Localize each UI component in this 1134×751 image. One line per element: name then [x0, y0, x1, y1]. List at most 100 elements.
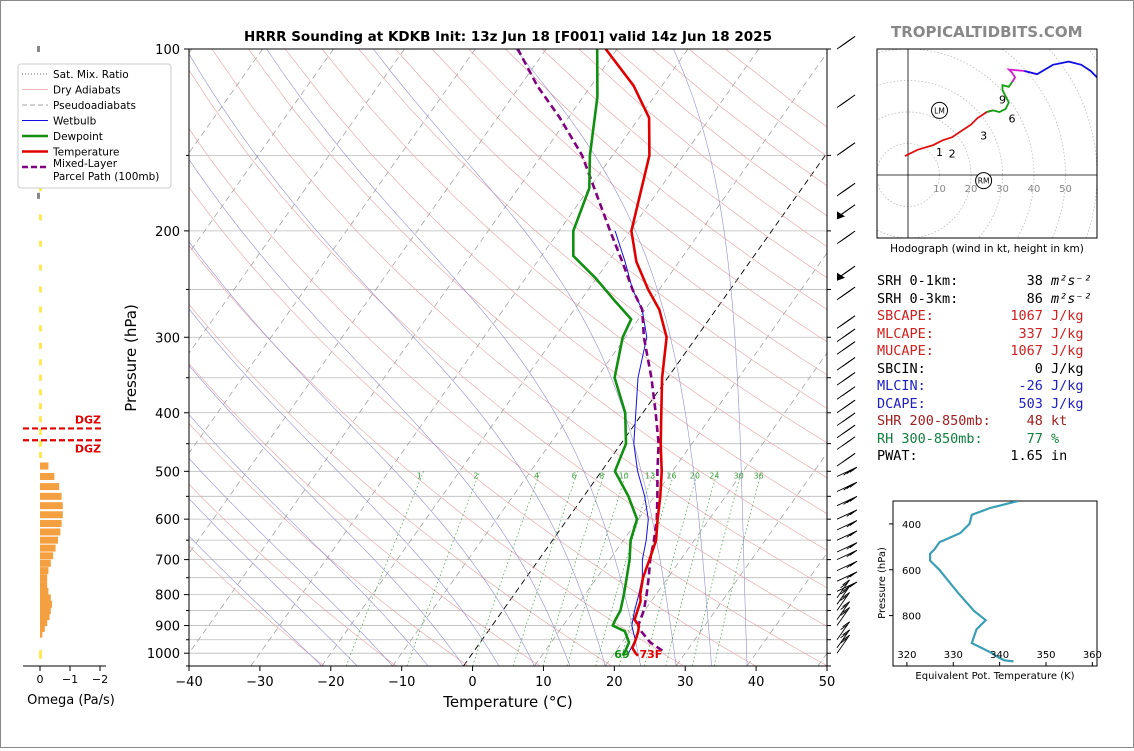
- p-tick-label: 700: [155, 554, 180, 569]
- legend-label: Temperature: [52, 147, 120, 159]
- omega-bar: [40, 624, 45, 632]
- omega-bar: [40, 630, 43, 638]
- mixing-ratio-line: [542, 471, 606, 666]
- dry-adiabat: [321, 49, 827, 479]
- dgz-label: DGZ: [75, 442, 101, 455]
- isotherm-line: [189, 49, 618, 654]
- hodograph-frame: [876, 48, 1098, 239]
- mix-ratio-label: 4: [534, 472, 539, 481]
- isotherm-line: [392, 52, 827, 666]
- p-tick-label: 500: [155, 465, 180, 480]
- mixing-ratio-line: [644, 471, 699, 666]
- hodo-trace-segment: [986, 76, 1016, 113]
- omega-bar-small: [39, 428, 42, 435]
- dry-adiabat: [395, 49, 827, 409]
- isotherm-line: [189, 49, 476, 454]
- mixing-ratio-line: [618, 471, 675, 666]
- x-tick-label: 40: [748, 675, 765, 690]
- theta-x-tick-label: 360: [1083, 650, 1102, 661]
- wind-barb: [836, 341, 856, 355]
- wind-barb: [836, 399, 856, 414]
- omega-bar: [40, 594, 51, 602]
- isotherm-line: [189, 49, 405, 354]
- mixing-ratio-line: [595, 471, 654, 666]
- omega-bar-small: [39, 359, 42, 366]
- p-tick-label: 800: [155, 589, 180, 604]
- theta-frame: [892, 500, 1098, 667]
- x-tick-label: 50: [819, 675, 836, 690]
- param-label: SBCAPE:: [877, 308, 934, 324]
- hodo-ring-label: 30: [996, 184, 1009, 195]
- pseudo-adiabat: [673, 49, 748, 666]
- param-row: SRH 0-3km: 86 m²s⁻²: [877, 291, 1097, 309]
- skewt-xlabel: Temperature (°C): [442, 693, 572, 711]
- wind-barb: [836, 412, 856, 426]
- param-row: RH 300-850mb: 77 %: [877, 431, 1097, 449]
- omega-bar: [40, 536, 58, 544]
- legend-box: [17, 63, 172, 189]
- dry-adiabat: [189, 422, 469, 666]
- theta-x-tick-label: 350: [1036, 650, 1055, 661]
- theta-x-tick-label: 330: [944, 650, 963, 661]
- omega-bar: [40, 587, 49, 595]
- mixing-ratio-line: [713, 471, 762, 666]
- mix-ratio-label: 30: [734, 472, 744, 481]
- omega-bar-small: [37, 192, 40, 199]
- param-label: MLCAPE:: [877, 325, 934, 342]
- wind-barb: [836, 230, 856, 245]
- pseudo-adiabat: [189, 308, 500, 666]
- pseudo-adiabat: [189, 458, 393, 666]
- hodograph-title: Hodograph (wind in kt, height in km): [890, 243, 1084, 255]
- p-tick-label: 900: [155, 620, 180, 635]
- theta-ylabel: Pressure (hPa): [877, 547, 888, 619]
- wind-barb: [836, 481, 858, 492]
- wind-barb: [836, 357, 856, 371]
- x-tick-label: −20: [317, 675, 344, 690]
- p-tick-label: 1000: [147, 647, 180, 662]
- x-tick-label: 0: [468, 675, 476, 690]
- dry-adiabat: [189, 483, 397, 666]
- x-tick-label: 20: [606, 675, 623, 690]
- param-label: MLCIN:: [877, 378, 926, 394]
- param-row: MUCAPE: 1067 J/kg: [877, 343, 1097, 361]
- wind-barb: [836, 453, 856, 467]
- hodo-ring-label: 40: [1028, 184, 1041, 195]
- x-tick-label: 30: [677, 675, 694, 690]
- param-row: MLCIN: -26 J/kg: [877, 378, 1097, 396]
- param-value: 86 m²s⁻²: [1026, 290, 1092, 307]
- hodo-trace-segment: [1006, 68, 1038, 83]
- p-tick-label: 100: [155, 43, 180, 58]
- theta-xlabel: Equivalent Pot. Temperature (K): [915, 671, 1074, 682]
- wind-barb: [836, 549, 858, 561]
- omega-bar-small: [39, 452, 42, 459]
- surface-dewpoint-label: 69: [614, 648, 629, 661]
- legend-label: Dewpoint: [53, 131, 103, 143]
- isotherm-line: [189, 49, 263, 154]
- theta-y-tick-label: 800: [902, 612, 921, 623]
- omega-bar: [40, 559, 51, 567]
- omega-bar: [40, 511, 63, 519]
- pseudo-adiabat: [373, 49, 677, 666]
- legend-label: Sat. Mix. Ratio: [53, 69, 129, 81]
- mix-ratio-label: 1: [417, 472, 422, 481]
- dewpoint-line: [572, 49, 639, 657]
- wind-barb: [836, 585, 850, 605]
- dgz-label: DGZ: [75, 413, 101, 426]
- dry-adiabat: [468, 49, 827, 343]
- dry-adiabat: [189, 128, 827, 666]
- hodo-km-label: 2: [949, 148, 956, 161]
- storm-motion-marker: [975, 172, 993, 190]
- wind-barb: [836, 530, 858, 541]
- mixing-ratio-line: [566, 471, 628, 666]
- wind-barb: [836, 495, 858, 507]
- omega-bar: [40, 483, 60, 491]
- wind-barb: [836, 204, 856, 220]
- omega-bar-small: [39, 652, 42, 659]
- mix-ratio-label: 6: [572, 472, 577, 481]
- mix-ratio-label: 8: [599, 472, 604, 481]
- param-value: 38 m²s⁻²: [1026, 273, 1092, 289]
- param-label: SHR 200-850mb:: [877, 413, 991, 429]
- wind-barb: [836, 571, 858, 582]
- hodo-km-label: 6: [1008, 112, 1015, 125]
